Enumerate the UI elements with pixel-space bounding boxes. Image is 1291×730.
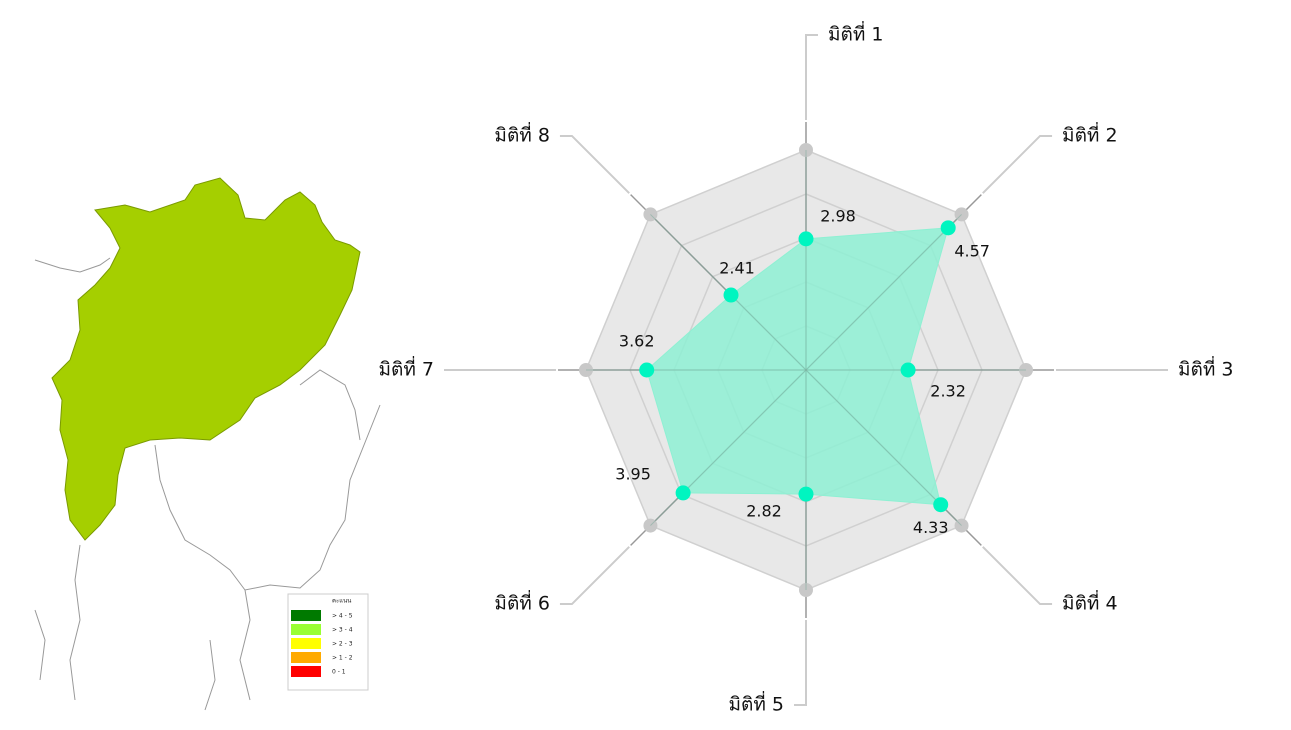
data-point [798, 231, 814, 247]
data-point [639, 362, 655, 378]
spoke-inner [805, 214, 962, 371]
label-leader [982, 546, 1053, 606]
axis-label: มิติที่ 5 [728, 691, 784, 716]
label-leader [559, 134, 630, 194]
legend-label: > 3 - 4 [332, 627, 353, 634]
label-leader [559, 546, 630, 606]
data-point [933, 497, 949, 513]
axis-label: มิติที่ 2 [1062, 121, 1118, 146]
legend-swatch [291, 610, 321, 621]
axis-label: มิติที่ 6 [494, 590, 550, 615]
legend-swatch [291, 666, 321, 677]
axis-label: มิติที่ 3 [1178, 356, 1234, 381]
map: คะแนน > 4 - 5 > 3 - 4 > 2 - 3 > 1 - 2 0 - 1 [34, 177, 381, 711]
legend-swatch [291, 624, 321, 635]
value-label: 3.95 [615, 464, 651, 483]
value-label: 2.82 [746, 502, 782, 521]
map-legend: คะแนน > 4 - 5 > 3 - 4 > 2 - 3 > 1 - 2 0 - 1 [287, 593, 369, 691]
data-point [900, 362, 916, 378]
province-shape [51, 177, 361, 541]
axis-label: มิติที่ 8 [494, 121, 550, 146]
data-point [723, 287, 739, 303]
label-leader [982, 134, 1053, 194]
legend-title: คะแนน [332, 598, 351, 605]
axis-label: มิติที่ 1 [828, 21, 884, 46]
axis-label: มิติที่ 7 [378, 356, 434, 381]
map-boundaries [34, 257, 381, 711]
radar-chart: มิติที่ 1 มิติที่ 2 มิติที่ 3 มิติที่ 4 มิติ… [378, 21, 1233, 716]
data-point [940, 220, 956, 236]
value-label: 2.98 [820, 206, 856, 225]
legend-label: 0 - 1 [332, 669, 346, 676]
spoke-inner [650, 369, 807, 526]
value-label: 2.32 [930, 382, 966, 401]
data-point [675, 485, 691, 501]
label-leader [794, 620, 807, 706]
value-label: 2.41 [719, 259, 755, 278]
legend-swatch [291, 652, 321, 663]
value-label: 3.62 [619, 332, 655, 351]
data-point [798, 486, 814, 502]
value-label: 4.57 [954, 241, 990, 260]
legend-label: > 2 - 3 [332, 641, 353, 648]
label-leader [805, 34, 818, 120]
legend-swatch [291, 638, 321, 649]
legend-label: > 4 - 5 [332, 613, 353, 620]
axis-label: มิติที่ 4 [1062, 590, 1118, 615]
value-label: 4.33 [913, 518, 949, 537]
legend-label: > 1 - 2 [332, 655, 353, 662]
